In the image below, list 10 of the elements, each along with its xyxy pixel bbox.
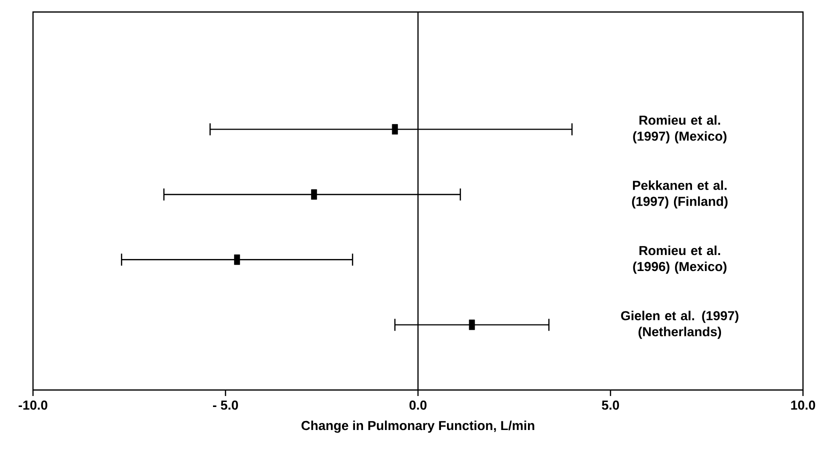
y-tick-label: Romieu et al. (1997) (Mexico) (633, 115, 726, 144)
x-tick-label: 10.0 (791, 400, 816, 410)
x-tick-label: 0.0 (409, 400, 427, 410)
x-axis-title: Change in Pulmonary Function, L/min (302, 420, 534, 433)
y-tick-label: Gielen et al. (1997) (Netherlands) (621, 310, 738, 339)
y-tick-label: Pekkanen et al. (1997) (Finland) (632, 180, 728, 209)
x-tick-label: - 5.0 (213, 400, 238, 410)
y-tick-label: Romieu et al. (1996) (Mexico) (633, 246, 726, 274)
x-tick-label: 5.0 (602, 400, 619, 410)
x-tick-label: -10.0 (18, 400, 48, 410)
